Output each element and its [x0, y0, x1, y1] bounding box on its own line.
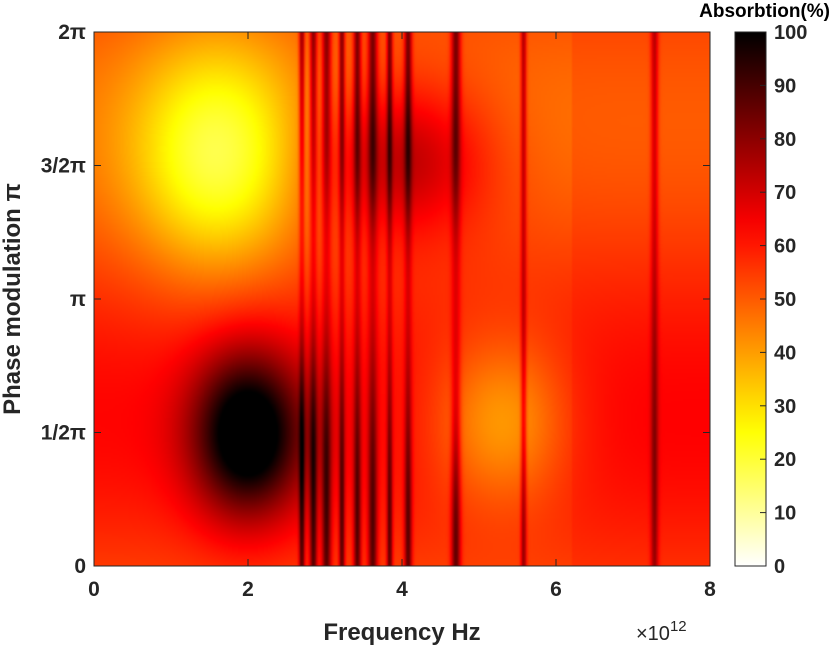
x-axis-exponent-power: 12 [670, 618, 687, 635]
x-tick-label: 2 [242, 578, 254, 601]
colorbar: 0 10 20 30 40 50 60 70 80 90 100 Absorbtion(%) [699, 1, 830, 578]
x-tick-label: 6 [550, 578, 562, 601]
y-axis-ticks: 0 1/2π π 3/2π 2π [41, 21, 710, 578]
x-tick-label: 0 [88, 578, 100, 601]
y-axis-label: Phase modulation π [0, 183, 26, 415]
colorbar-tick-label: 10 [774, 503, 796, 525]
colorbar-tick-label: 0 [774, 556, 785, 578]
x-axis-exponent-base: ×10 [636, 623, 670, 645]
y-tick-label: 0 [74, 555, 86, 578]
x-axis-exponent: ×1012 [636, 618, 687, 645]
colorbar-title: Absorbtion(%) [699, 1, 830, 22]
colorbar-ticks: 0 10 20 30 40 50 60 70 80 90 100 [760, 22, 807, 578]
plot-area [93, 31, 711, 567]
y-tick-label: 1/2π [41, 422, 86, 445]
colorbar-tick-label: 20 [774, 449, 796, 471]
y-tick-label: π [70, 288, 86, 311]
colorbar-tick-label: 50 [774, 289, 796, 311]
colorbar-tick-label: 100 [774, 22, 807, 44]
colorbar-tick-label: 60 [774, 236, 796, 258]
colorbar-tick-label: 90 [774, 75, 796, 97]
colorbar-tick-label: 30 [774, 396, 796, 418]
x-tick-label: 4 [396, 578, 408, 601]
x-axis-label: Frequency Hz [323, 619, 480, 646]
colorbar-tick-label: 70 [774, 182, 796, 204]
y-tick-label: 3/2π [41, 155, 86, 178]
heatmap-image [94, 32, 710, 566]
y-tick-label: 2π [58, 21, 86, 44]
colorbar-tick-label: 80 [774, 129, 796, 151]
colorbar-tick-label: 40 [774, 342, 796, 364]
x-tick-label: 8 [704, 578, 716, 601]
x-axis-ticks: 0 2 4 6 8 [88, 32, 716, 601]
